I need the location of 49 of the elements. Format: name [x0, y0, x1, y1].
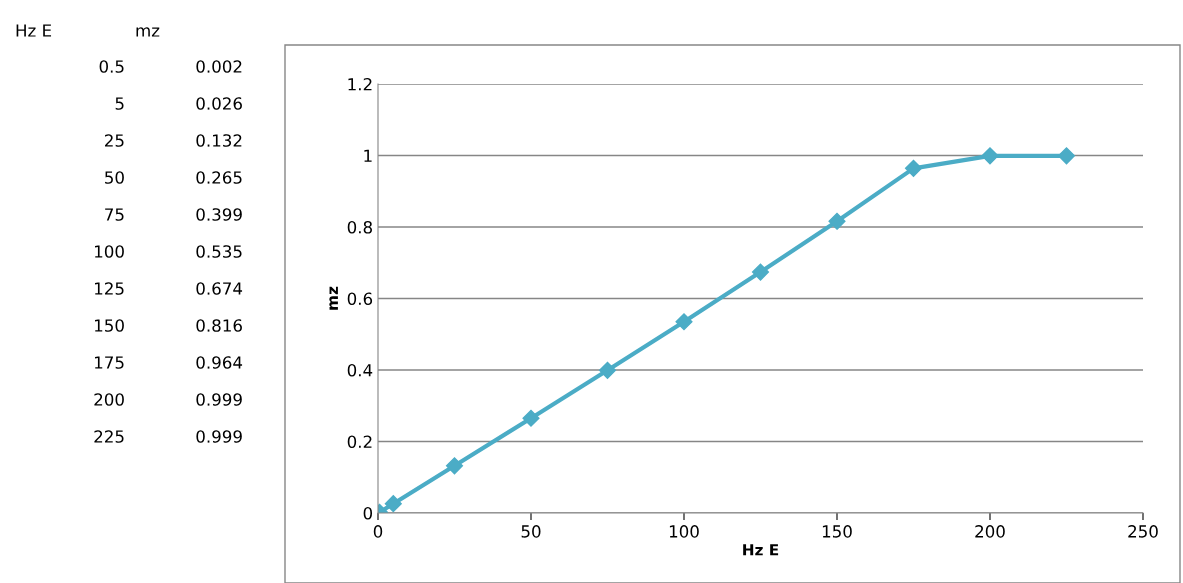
- text: 0.399: [196, 208, 242, 221]
- text: 50: [105, 171, 124, 184]
- point: [828, 212, 846, 230]
- point: [981, 147, 999, 165]
- point: [1057, 147, 1076, 165]
- y-tick-label: 0: [363, 506, 373, 520]
- text: 175: [95, 356, 124, 369]
- text: 100: [95, 245, 124, 258]
- text: 225: [94, 430, 124, 443]
- text: mz: [136, 27, 160, 37]
- text: 75: [105, 208, 124, 221]
- text: 25: [105, 134, 124, 147]
- y-axis-title: mz: [329, 286, 338, 310]
- x-tick-label: 0: [373, 525, 383, 538]
- text: 0.265: [196, 171, 242, 184]
- y-tick-label: 0.6: [347, 292, 373, 306]
- y-tick-label: 1: [364, 149, 372, 162]
- text: 5: [115, 97, 124, 110]
- text: 125: [95, 282, 124, 295]
- point: [384, 495, 402, 513]
- text: 0.535: [196, 245, 242, 258]
- text: 150: [95, 319, 124, 332]
- x-tick-label: 100: [669, 525, 699, 538]
- text: 0.999: [196, 393, 242, 406]
- x-tick-label: 250: [1128, 525, 1158, 538]
- point: [598, 361, 617, 379]
- y-tick-label: 0.2: [347, 435, 372, 449]
- x-axis-title: Hz E: [743, 544, 779, 556]
- text: 0.674: [196, 282, 243, 295]
- point: [904, 159, 923, 177]
- text: 200: [94, 393, 124, 406]
- x-tick-label: 50: [521, 525, 541, 538]
- text: 0.5: [99, 60, 124, 73]
- text: 0.002: [196, 60, 242, 73]
- x-tick-label: 200: [975, 525, 1005, 538]
- point: [445, 457, 464, 475]
- text: 0.964: [196, 356, 243, 369]
- text: 0.999: [196, 430, 242, 443]
- y-tick-label: 1.2: [348, 77, 372, 91]
- text: 0.026: [196, 97, 242, 110]
- y-tick-label: 0.4: [347, 363, 373, 377]
- point: [751, 263, 770, 281]
- y-tick-label: 0.8: [347, 220, 372, 234]
- text: Hz E: [16, 24, 52, 37]
- text: 0.132: [196, 134, 242, 147]
- text: 0.816: [196, 319, 242, 332]
- point: [675, 313, 693, 331]
- point: [522, 409, 540, 427]
- x-tick-label: 150: [822, 525, 852, 538]
